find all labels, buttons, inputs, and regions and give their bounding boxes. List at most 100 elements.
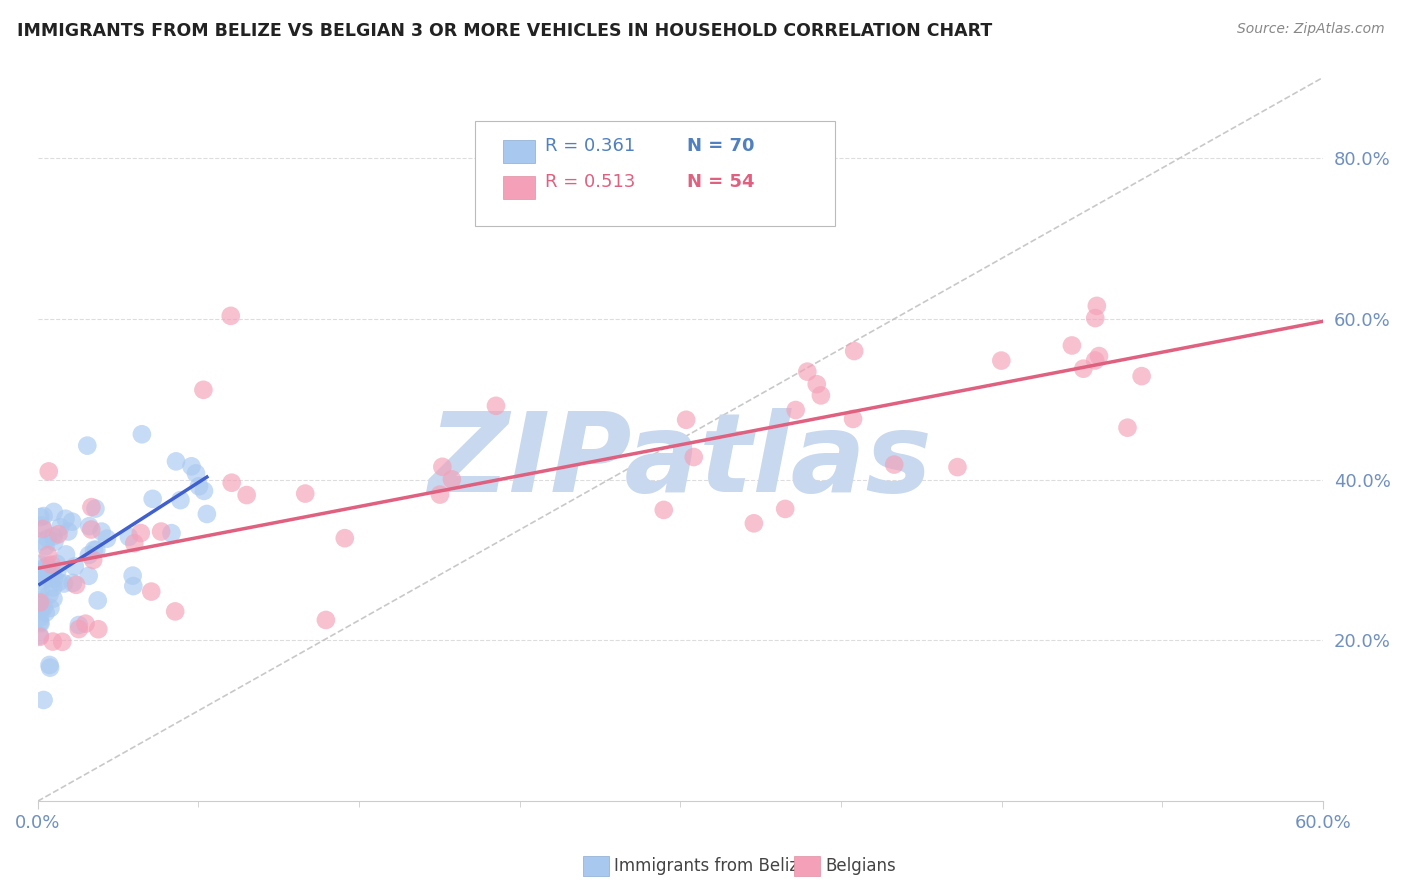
Point [32,600,55,615]
Point [38,464,60,478]
Point [39,601,62,615]
Point [67,622,90,636]
Point [28,565,51,579]
Point [28,629,51,643]
Point [160,526,183,541]
Point [30,534,52,549]
Point [1088,349,1111,363]
Point [30,510,52,524]
Point [41,558,63,572]
Text: IMMIGRANTS FROM BELIZE VS BELGIAN 3 OR MORE VEHICLES IN HOUSEHOLD CORRELATION CH: IMMIGRANTS FROM BELIZE VS BELGIAN 3 OR M… [17,22,993,40]
Point [169,493,191,508]
Point [55,512,77,526]
Point [58,524,80,539]
Point [32,693,55,707]
Text: N = 70: N = 70 [686,137,754,155]
Point [31,574,53,589]
Point [235,488,257,502]
Point [60,515,83,529]
FancyBboxPatch shape [475,120,835,226]
Text: Immigrants from Belize: Immigrants from Belize [614,857,808,875]
Point [42,634,65,648]
Point [28,595,51,609]
Point [35,606,58,620]
Point [77,519,100,533]
Point [432,459,454,474]
Point [30,582,52,596]
Point [49,520,72,534]
Point [48,575,70,590]
Point [990,353,1012,368]
Point [129,526,152,541]
Point [46,564,69,578]
Point [45,557,67,571]
Point [77,548,100,562]
Point [42,572,65,586]
Point [28,564,51,578]
Point [31,518,53,533]
Point [485,399,508,413]
Point [440,472,463,486]
Text: Source: ZipAtlas.com: Source: ZipAtlas.com [1237,22,1385,37]
Point [55,548,77,562]
Point [1084,311,1107,326]
Point [28,615,51,630]
Point [30,616,52,631]
Point [42,505,65,519]
Point [1116,420,1139,434]
Point [67,618,90,632]
Point [31,522,53,536]
Point [37,570,59,584]
Point [842,412,865,426]
Point [48,527,70,541]
Point [31,565,53,579]
Point [150,524,173,539]
Point [83,542,105,557]
Point [37,558,59,573]
Point [219,309,242,323]
Point [87,622,110,636]
Point [121,568,143,582]
Point [1060,338,1083,352]
Point [184,467,207,481]
Point [429,487,451,501]
Point [131,427,153,442]
Point [65,578,87,592]
Text: ZIPatlas: ZIPatlas [429,408,932,515]
Point [76,439,98,453]
Point [165,604,187,618]
Point [193,483,215,498]
Point [796,365,818,379]
Text: R = 0.361: R = 0.361 [546,137,636,155]
Point [28,630,51,644]
Point [28,610,51,624]
Point [652,503,675,517]
Point [42,581,65,595]
Point [806,377,828,392]
Point [75,616,97,631]
Point [675,413,697,427]
Point [193,383,215,397]
Point [87,593,110,607]
Point [53,576,76,591]
Point [86,542,108,557]
Point [37,548,59,562]
Point [30,602,52,616]
Point [844,344,866,359]
Point [34,540,56,554]
Point [96,532,118,546]
Point [77,569,100,583]
Point [180,459,202,474]
Point [124,536,146,550]
Point [84,501,107,516]
Point [1130,369,1153,384]
Point [315,613,337,627]
Point [30,592,52,607]
Point [62,576,84,591]
Point [32,509,55,524]
Point [785,403,807,417]
Point [141,584,163,599]
FancyBboxPatch shape [503,176,536,199]
Point [195,507,218,521]
Point [142,491,165,506]
